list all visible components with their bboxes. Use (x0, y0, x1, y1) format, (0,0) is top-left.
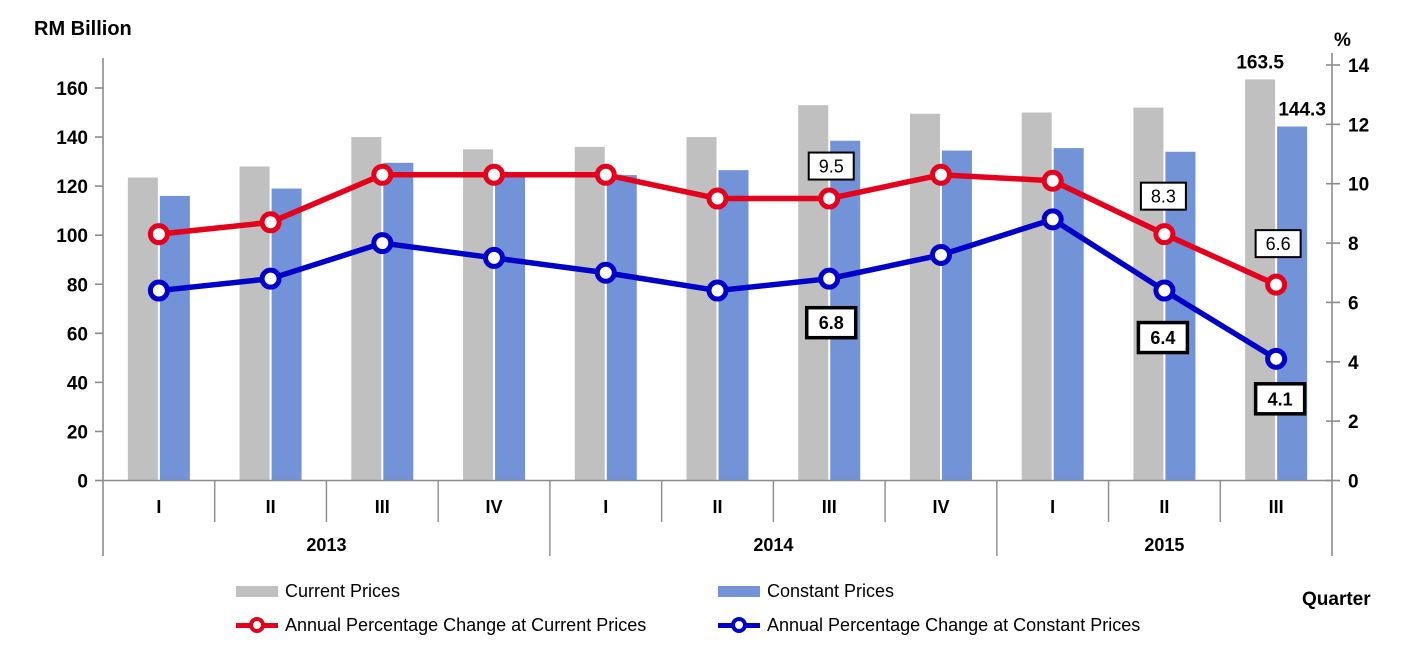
left-axis-tick-label: 160 (56, 79, 88, 100)
point-label-box (1253, 382, 1307, 416)
quarter-tick-label: I (1050, 497, 1055, 517)
point-label-box (807, 151, 855, 181)
bar-current-prices (686, 137, 717, 481)
marker-pct-change-constant (1265, 347, 1288, 370)
quarter-tick-label: III (375, 497, 390, 517)
point-label: 9.5 (819, 157, 844, 177)
left-axis-title: RM Billion (34, 18, 132, 40)
marker-pct-change-constant (147, 279, 170, 302)
marker-pct-change-constant (1041, 208, 1064, 231)
year-tick-label: 2015 (1144, 535, 1184, 555)
marker-pct-change-current (706, 187, 729, 210)
marker-pct-change-current (371, 163, 394, 186)
bar-constant-prices (941, 150, 972, 481)
marker-pct-change-constant (371, 232, 394, 255)
marker-pct-change-current (147, 223, 170, 246)
right-axis-tick-label: 8 (1348, 234, 1359, 255)
legend-line-marker-current-icon (236, 614, 278, 636)
bar-current-prices (463, 149, 494, 481)
point-label: 6.4 (1150, 328, 1175, 348)
legend-item-constant-prices: Constant Prices (718, 580, 894, 602)
bar-current-prices (574, 146, 605, 481)
point-label-box (1136, 320, 1190, 355)
legend-swatch-current-prices (236, 585, 278, 597)
bar-current-prices (1021, 112, 1052, 481)
point-label-box (1139, 181, 1187, 211)
legend-item-current-prices: Current Prices (236, 580, 400, 602)
left-axis-tick-label: 80 (67, 275, 88, 296)
left-axis-tick-label: 100 (56, 226, 88, 247)
right-axis-tick-label: 2 (1348, 412, 1359, 433)
bar-value-label: 144.3 (1278, 100, 1326, 121)
left-axis-tick-label: 40 (67, 373, 88, 394)
quarter-tick-label: II (712, 497, 722, 517)
marker-pct-change-constant (929, 243, 952, 266)
point-label: 8.3 (1151, 187, 1176, 207)
x-axis-title: Quarter (1302, 589, 1371, 610)
marker-pct-change-current (1265, 273, 1288, 296)
bar-constant-prices (495, 176, 526, 481)
bar-constant-prices (718, 170, 749, 481)
quarter-tick-label: I (156, 497, 161, 517)
left-axis-tick-label: 120 (56, 177, 88, 198)
marker-pct-change-current (483, 163, 506, 186)
right-axis-tick-label: 12 (1348, 115, 1369, 136)
marker-pct-change-constant (706, 279, 729, 302)
legend-line-marker-constant-icon (718, 614, 760, 636)
year-tick-label: 2013 (306, 535, 346, 555)
left-axis-tick-label: 20 (67, 422, 88, 443)
right-axis-tick-label: 6 (1348, 293, 1359, 314)
quarter-tick-label: III (822, 497, 837, 517)
legend-label-pct-change-current: Annual Percentage Change at Current Pric… (285, 614, 647, 635)
legend-label-pct-change-constant: Annual Percentage Change at Constant Pri… (767, 614, 1141, 635)
marker-pct-change-current (818, 187, 841, 210)
point-label: 4.1 (1268, 389, 1293, 409)
point-label-box (804, 305, 858, 340)
bar-constant-prices (1277, 126, 1308, 481)
right-axis-tick-label: 0 (1348, 472, 1359, 493)
left-axis-tick-label: 60 (67, 324, 88, 345)
bar-constant-prices (1053, 148, 1084, 481)
legend-label-constant-prices: Constant Prices (767, 580, 895, 601)
marker-pct-change-constant (1153, 279, 1176, 302)
right-axis-tick-label: 10 (1348, 175, 1369, 196)
legend-item-pct-change-current: Annual Percentage Change at Current Pric… (236, 614, 646, 636)
point-label: 6.6 (1266, 234, 1291, 254)
point-label: 6.8 (819, 313, 844, 333)
quarter-tick-label: IV (486, 497, 503, 517)
right-axis-title: % (1334, 30, 1351, 51)
quarter-tick-label: II (1159, 497, 1169, 517)
bar-constant-prices (271, 188, 302, 481)
marker-pct-change-constant (259, 267, 282, 290)
marker-pct-change-current (929, 163, 952, 186)
marker-pct-change-constant (594, 261, 617, 284)
bar-current-prices (127, 177, 158, 481)
quarter-tick-label: IV (932, 497, 949, 517)
point-label-box (1254, 229, 1302, 259)
left-axis-tick-label: 0 (77, 472, 88, 493)
marker-pct-change-constant (818, 267, 841, 290)
quarter-tick-label: I (603, 497, 608, 517)
quarter-tick-label: II (266, 497, 276, 517)
marker-pct-change-current (594, 163, 617, 186)
right-axis-tick-label: 14 (1348, 56, 1370, 77)
left-axis-tick-label: 140 (56, 128, 88, 149)
legend-label-current-prices: Current Prices (285, 580, 401, 601)
legend-swatch-constant-prices (718, 585, 760, 597)
bar-current-prices (351, 137, 382, 481)
right-axis-tick-label: 4 (1348, 353, 1359, 374)
marker-pct-change-current (259, 211, 282, 234)
marker-pct-change-constant (483, 246, 506, 269)
bar-value-label: 163.5 (1236, 52, 1284, 73)
bar-constant-prices (383, 162, 414, 481)
marker-pct-change-current (1153, 223, 1176, 246)
quarter-tick-label: III (1269, 497, 1284, 517)
year-tick-label: 2014 (753, 535, 793, 555)
legend-item-pct-change-constant: Annual Percentage Change at Constant Pri… (718, 614, 1140, 636)
bar-constant-prices (606, 175, 637, 481)
marker-pct-change-current (1041, 169, 1064, 192)
